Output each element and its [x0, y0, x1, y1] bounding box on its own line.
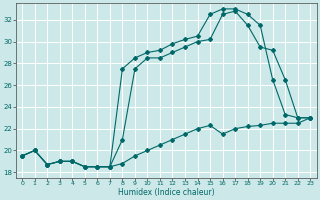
- X-axis label: Humidex (Indice chaleur): Humidex (Indice chaleur): [118, 188, 214, 197]
